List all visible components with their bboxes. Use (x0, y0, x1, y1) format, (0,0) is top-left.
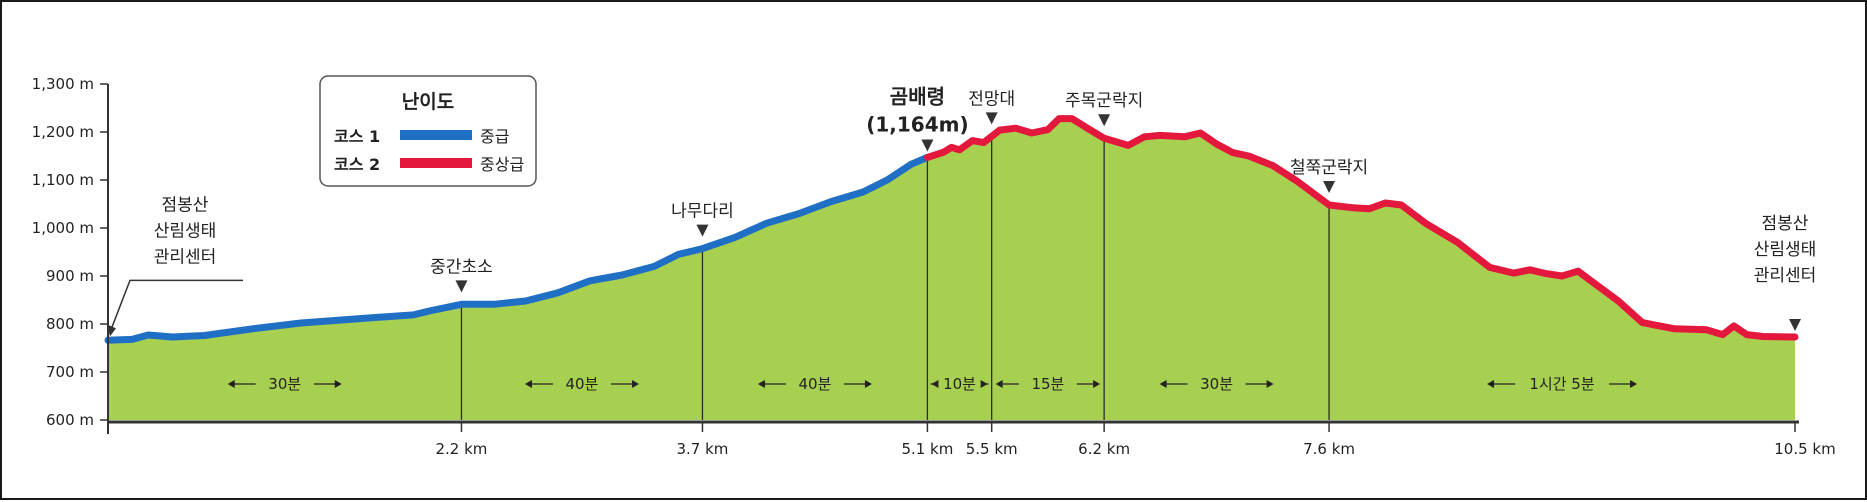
duration-arrowhead-left (931, 380, 939, 388)
y-tick-label: 1,000 m (32, 219, 94, 237)
x-tick-label: 6.2 km (1078, 440, 1130, 458)
legend: 난이도 코스 1 중급 코스 2 중상급 (319, 75, 537, 187)
duration-label: 15분 (1031, 375, 1064, 393)
point-label: (1,164m) (866, 112, 968, 136)
duration-arrowhead-right (631, 380, 639, 388)
marker-triangle (1098, 114, 1111, 127)
point-label: 산림생태 (1754, 240, 1817, 260)
series-line-course-1 (104, 153, 931, 344)
duration-arrowhead-left (1159, 380, 1167, 388)
duration-arrowhead-left (524, 380, 532, 388)
marker-triangle (455, 280, 468, 293)
duration-arrowhead-left (1487, 380, 1495, 388)
marker-triangle (1789, 318, 1801, 331)
duration-arrowhead-right (980, 380, 988, 388)
y-tick-label: 700 m (46, 363, 94, 381)
point-label: 중간초소 (430, 257, 493, 277)
point-label: 관리센터 (1754, 266, 1817, 286)
marker-triangle (107, 324, 116, 337)
duration-arrowhead-left (227, 380, 235, 388)
duration-label: 1시간 5분 (1529, 375, 1594, 393)
legend-series-2-name: 코스 2 (334, 155, 380, 174)
series-line-course-2 (923, 115, 1799, 341)
y-tick-label: 1,200 m (32, 123, 94, 141)
legend-series-1-swatch (400, 130, 472, 140)
duration-arrowhead-right (1266, 380, 1274, 388)
point-label: 나무다리 (671, 202, 734, 222)
x-tick-label: 10.5 km (1774, 440, 1835, 458)
duration-arrowhead-right (334, 380, 342, 388)
duration-label: 30분 (1200, 375, 1233, 393)
marker-triangle (1323, 180, 1336, 193)
point-label: 점봉산 (1762, 214, 1809, 234)
point-label: 철쭉군락지 (1290, 158, 1368, 178)
duration-label: 40분 (566, 375, 599, 393)
legend-series-1-name: 코스 1 (334, 127, 380, 146)
point-label: 전망대 (968, 89, 1015, 109)
point-label: 주목군락지 (1065, 91, 1143, 111)
duration-label: 40분 (798, 375, 831, 393)
duration-arrowhead-left (995, 380, 1003, 388)
point-label: 관리센터 (154, 247, 217, 267)
leader-line (109, 279, 243, 333)
y-tick-label: 600 m (46, 411, 94, 429)
duration-label: 30분 (268, 375, 301, 393)
x-tick-label: 5.1 km (901, 440, 953, 458)
duration-arrowhead-right (1630, 380, 1638, 388)
point-label: 곰배령 (890, 84, 945, 108)
marker-triangle (921, 139, 934, 152)
legend-series-1-difficulty: 중급 (480, 127, 509, 146)
elevation-area (108, 118, 1795, 420)
y-tick-label: 800 m (46, 315, 94, 333)
x-tick-label: 3.7 km (677, 440, 729, 458)
duration-arrowhead-right (864, 380, 872, 388)
x-tick-label: 2.2 km (436, 440, 488, 458)
x-tick-label: 5.5 km (966, 440, 1018, 458)
point-label: 산림생태 (154, 221, 217, 241)
point-label: 점봉산 (162, 195, 209, 215)
legend-title: 난이도 (402, 91, 454, 113)
duration-label: 10분 (943, 375, 976, 393)
marker-triangle (985, 112, 998, 125)
legend-series-2-swatch (400, 158, 472, 168)
y-tick-label: 900 m (46, 267, 94, 285)
y-tick-label: 1,100 m (32, 171, 94, 189)
duration-arrowhead-right (1093, 380, 1101, 388)
y-tick-label: 1,300 m (32, 75, 94, 93)
marker-triangle (696, 224, 709, 237)
legend-series-2-difficulty: 중상급 (480, 155, 524, 174)
duration-arrowhead-left (757, 380, 765, 388)
x-tick-label: 7.6 km (1303, 440, 1355, 458)
